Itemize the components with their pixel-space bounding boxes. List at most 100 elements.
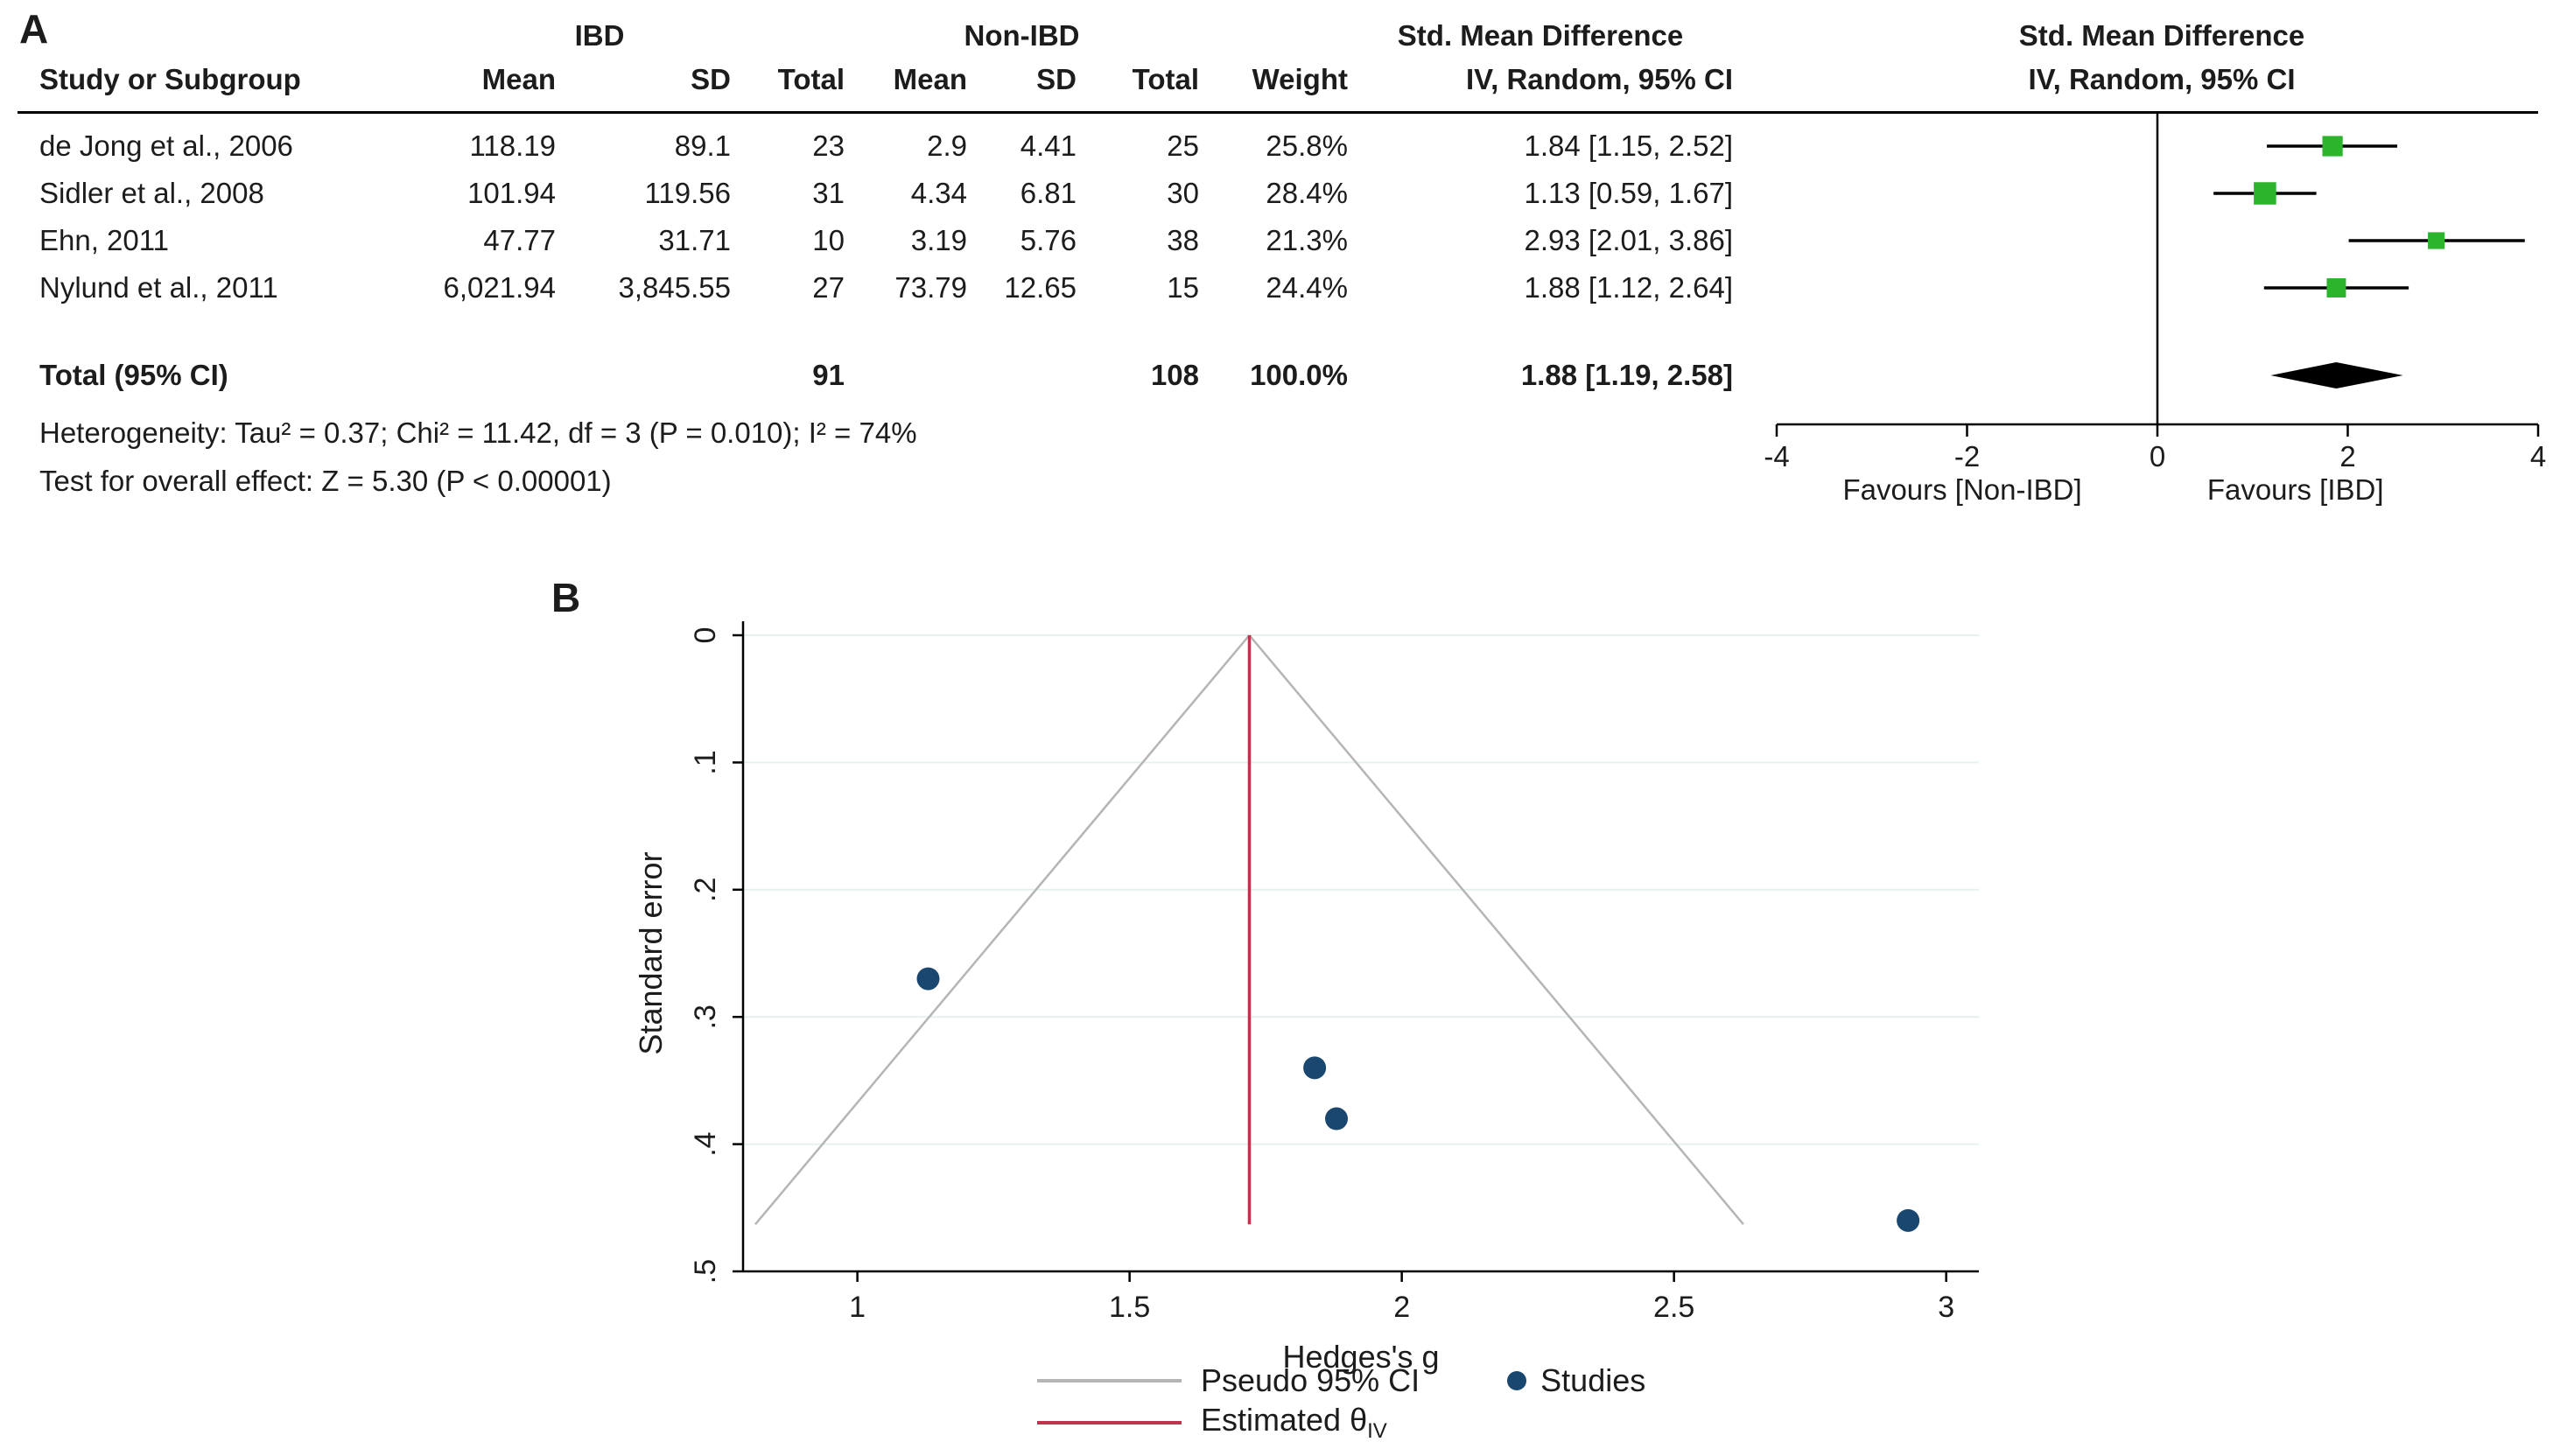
funnel-x-axis-label: Hedges's g: [1283, 1339, 1440, 1375]
cell-ci-text: 1.88 [1.12, 2.64]: [1524, 271, 1733, 304]
cell-total-non: 38: [1167, 224, 1199, 256]
group-header-ibd: IBD: [574, 19, 625, 52]
cell-total-non: 30: [1167, 177, 1199, 209]
cell-sd-non: 4.41: [1020, 130, 1077, 162]
study-point: [916, 967, 940, 990]
panel-a-label: A: [19, 6, 49, 52]
study-point: [1325, 1107, 1349, 1130]
funnel-x-tick-label: 3: [1938, 1291, 1954, 1324]
pseudo-ci-left-line: [754, 634, 1251, 1226]
study-marker: [2428, 232, 2445, 249]
cell-weight: 25.8%: [1266, 130, 1348, 162]
cell-total-ibd: 27: [812, 271, 845, 304]
cell-study: de Jong et al., 2006: [39, 130, 293, 162]
estimate-line-sample: [1037, 1421, 1182, 1424]
funnel-x-tick-label: 2.5: [1653, 1291, 1694, 1324]
spacer: [556, 352, 731, 399]
cell-weight: 24.4%: [1266, 271, 1348, 304]
col-header-total-ibd: Total: [777, 63, 845, 95]
cell-mean-ibd: 101.94: [467, 177, 556, 209]
cell-study: Sidler et al., 2008: [39, 177, 264, 209]
funnel-y-axis-label: Standard error: [633, 851, 669, 1054]
total-ci-text: 1.88 [1.19, 2.58]: [1520, 359, 1733, 391]
cell-sd-ibd: 119.56: [644, 177, 731, 209]
col-header-weight: Weight: [1252, 63, 1348, 95]
cell-sd-non: 12.65: [1004, 271, 1077, 304]
forest-x-tick-label: 2: [2339, 440, 2355, 472]
cell-weight: 28.4%: [1266, 177, 1348, 209]
cell-sd-non: 6.81: [1020, 177, 1077, 209]
funnel-plot: 0 .1 .2 .3 .4 .5 1 1.5 2 2.5 3 Standard error Hedges…: [633, 621, 1979, 1375]
col-header-study: Study or Subgroup: [39, 63, 301, 95]
col-header-total-non: Total: [1132, 63, 1199, 95]
forest-x-tick-label: -2: [1954, 440, 1980, 472]
forest-table-body: de Jong et al., 2006 118.19 89.1 23 2.9 …: [39, 122, 1733, 312]
cell-mean-non: 2.9: [927, 130, 967, 162]
cell-mean-non: 4.34: [910, 177, 967, 209]
forest-plot: -4 -2 0 2 4 Favours [Non-IBD] Favours [IBD]: [1764, 114, 2546, 506]
spacer: [354, 352, 556, 399]
cell-mean-ibd: 118.19: [469, 130, 556, 162]
cell-weight: 21.3%: [1266, 224, 1348, 256]
group-header-non-ibd: Non-IBD: [964, 19, 1080, 52]
plot-header-smd: Std. Mean Difference: [2018, 19, 2305, 52]
col-header-mean-non: Mean: [893, 63, 967, 95]
study-point: [1303, 1056, 1327, 1080]
cell-ci-text: 2.93 [2.01, 3.86]: [1524, 224, 1733, 256]
cell-total-ibd: 31: [812, 177, 845, 209]
forest-x-tick-label: -4: [1764, 440, 1789, 472]
legend-label-studies: Studies: [1540, 1362, 1646, 1398]
forest-x-tick-label: 4: [2530, 440, 2546, 472]
forest-total-row: Total (95% CI) 91 108 100.0% 1.88 [1.19,…: [39, 352, 1733, 399]
forest-column-header-row: Study or Subgroup Mean SD Total Mean SD …: [39, 58, 1733, 102]
study-marker: [2326, 278, 2346, 298]
favours-left-label: Favours [Non-IBD]: [1842, 473, 2081, 506]
total-non-n: 108: [1150, 359, 1199, 391]
funnel-y-tick-label: .2: [689, 878, 722, 902]
spacer: [967, 352, 1077, 399]
col-header-ci: IV, Random, 95% CI: [1465, 63, 1733, 95]
cell-mean-ibd: 47.77: [483, 224, 556, 256]
pseudo-ci-line-sample: [1037, 1379, 1182, 1382]
funnel-legend-row-2: Estimated θIV: [1037, 1402, 1387, 1444]
funnel-y-tick-label: 0: [689, 627, 722, 644]
study-marker: [2254, 182, 2276, 205]
favours-right-label: Favours [IBD]: [2207, 473, 2384, 506]
cell-sd-ibd: 89.1: [674, 130, 731, 162]
study-point: [1897, 1208, 1920, 1232]
cell-mean-non: 3.19: [910, 224, 967, 256]
col-header-sd-non: SD: [1036, 63, 1077, 95]
legend-label-estimate-sub: IV: [1367, 1419, 1387, 1444]
funnel-legend-row-1: Pseudo 95% CI Studies: [1037, 1362, 1645, 1400]
cell-ci-text: 1.13 [0.59, 1.67]: [1524, 177, 1733, 209]
forest-x-tick-label: 0: [2150, 440, 2165, 472]
total-weight: 100.0%: [1250, 359, 1348, 391]
spacer: [1199, 14, 1348, 58]
funnel-y-tick-label: .4: [689, 1131, 722, 1156]
header-divider-line: [18, 111, 2538, 114]
funnel-x-tick-label: 1: [849, 1291, 866, 1324]
funnel-x-tick-label: 1.5: [1109, 1291, 1150, 1324]
panel-b-label: B: [551, 575, 581, 620]
overall-effect-text: Test for overall effect: Z = 5.30 (P < 0…: [39, 465, 612, 497]
plot-header-ci: IV, Random, 95% CI: [2028, 63, 2296, 95]
studies-dot-sample: [1507, 1371, 1527, 1390]
funnel-x-tick-label: 2: [1393, 1291, 1410, 1324]
total-diamond: [2270, 362, 2403, 388]
cell-study: Ehn, 2011: [39, 224, 170, 256]
forest-group-header-row: IBD Non-IBD Std. Mean Difference: [39, 14, 1733, 58]
cell-study: Nylund et al., 2011: [39, 271, 278, 304]
cell-total-ibd: 23: [812, 130, 845, 162]
legend-label-estimate-text: Estimated θ: [1201, 1401, 1368, 1438]
cell-sd-non: 5.76: [1020, 224, 1077, 256]
cell-total-non: 25: [1167, 130, 1199, 162]
legend-label-estimate: Estimated θIV: [1201, 1402, 1387, 1444]
cell-ci-text: 1.84 [1.15, 2.52]: [1524, 130, 1733, 162]
cell-total-non: 15: [1167, 271, 1199, 304]
col-header-mean-ibd: Mean: [481, 63, 556, 95]
funnel-y-tick-label: .1: [689, 750, 722, 774]
spacer: [39, 14, 354, 58]
legend-label-pseudo-ci: Pseudo 95% CI: [1201, 1362, 1420, 1398]
spacer: [845, 352, 967, 399]
